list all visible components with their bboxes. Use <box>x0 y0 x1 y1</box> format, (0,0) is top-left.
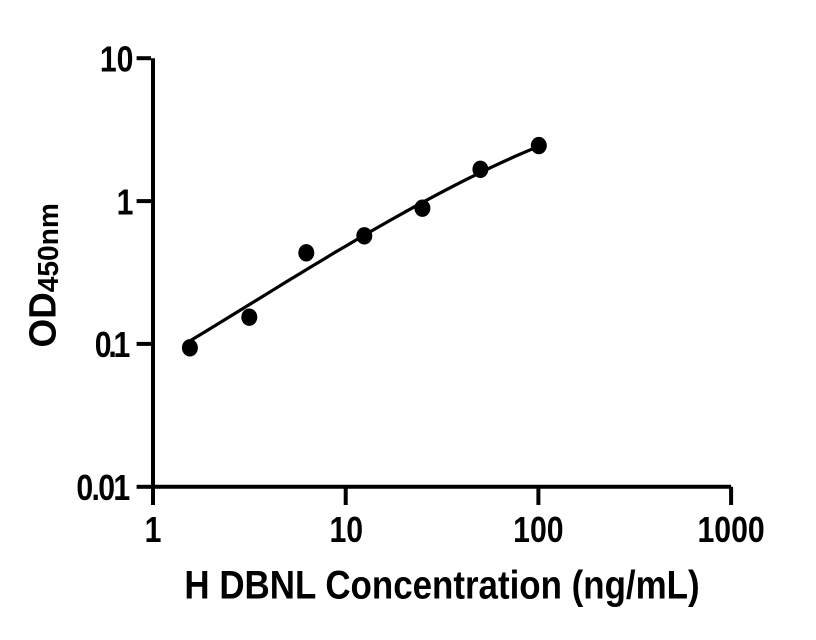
svg-text:1000: 1000 <box>697 511 764 551</box>
svg-text:10: 10 <box>100 40 134 80</box>
svg-text:100: 100 <box>513 511 563 551</box>
svg-text:1: 1 <box>145 511 162 551</box>
svg-text:0.1: 0.1 <box>95 326 130 366</box>
svg-text:1: 1 <box>117 183 134 223</box>
svg-text:10: 10 <box>329 511 363 551</box>
svg-text:0.01: 0.01 <box>76 469 129 509</box>
svg-text:H DBNL Concentration (ng/mL): H DBNL Concentration (ng/mL) <box>184 562 699 607</box>
